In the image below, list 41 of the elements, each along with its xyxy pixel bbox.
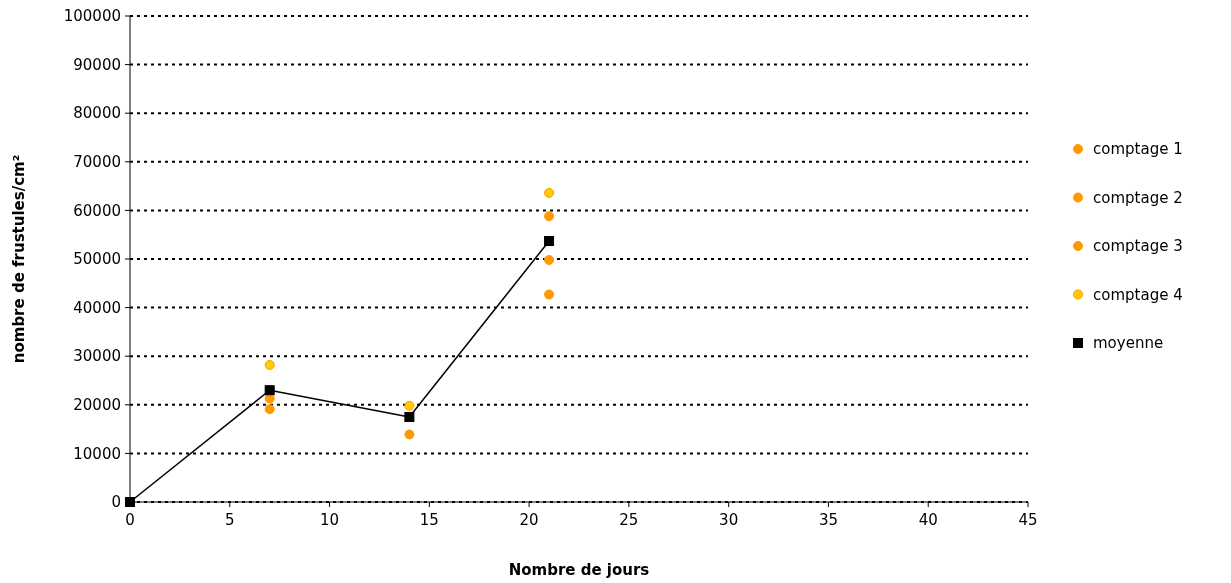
legend-label: comptage 2: [1093, 188, 1183, 207]
point: [544, 211, 555, 222]
y-tick-label: 40000: [73, 298, 121, 317]
y-tick-label: 90000: [73, 55, 121, 74]
point: [264, 359, 275, 370]
point: [264, 385, 275, 396]
point: [125, 497, 135, 507]
x-tick-label: 10: [320, 511, 340, 529]
y-axis-title: nombre de frustules/cm²: [10, 154, 28, 364]
point: [404, 411, 415, 422]
x-tick-label: 20: [519, 511, 539, 529]
y-tick-label: 20000: [73, 396, 121, 415]
point: [264, 393, 275, 404]
y-tick-label: 10000: [73, 444, 121, 463]
point: [544, 289, 555, 300]
legend-label: comptage 4: [1093, 285, 1183, 304]
x-tick-label: 15: [419, 511, 439, 529]
x-tick-label: 45: [1018, 511, 1038, 529]
x-tick-label: 30: [719, 511, 739, 529]
x-tick-label: 5: [225, 511, 235, 529]
y-tick-label: 70000: [73, 153, 121, 172]
y-tick-label: 0: [111, 493, 121, 512]
point: [544, 236, 555, 247]
legend-label: comptage 1: [1093, 140, 1183, 159]
x-tick-label: 35: [818, 511, 838, 529]
y-tick-label: 100000: [63, 7, 121, 26]
x-tick-label: 40: [918, 511, 938, 529]
y-tick-label: 50000: [73, 250, 121, 269]
y-tick-label: 60000: [73, 201, 121, 220]
legend-label: moyenne: [1093, 334, 1164, 353]
x-tick-label: 25: [619, 511, 639, 529]
x-tick-label: 0: [125, 511, 135, 529]
y-tick-label: 30000: [73, 347, 121, 366]
x-axis-title: Nombre de jours: [508, 561, 650, 579]
y-tick-label: 80000: [73, 104, 121, 123]
point: [544, 254, 555, 265]
point: [544, 187, 555, 198]
point: [264, 404, 275, 415]
point: [404, 400, 415, 411]
legend-label: comptage 3: [1093, 237, 1183, 256]
point: [404, 429, 415, 440]
